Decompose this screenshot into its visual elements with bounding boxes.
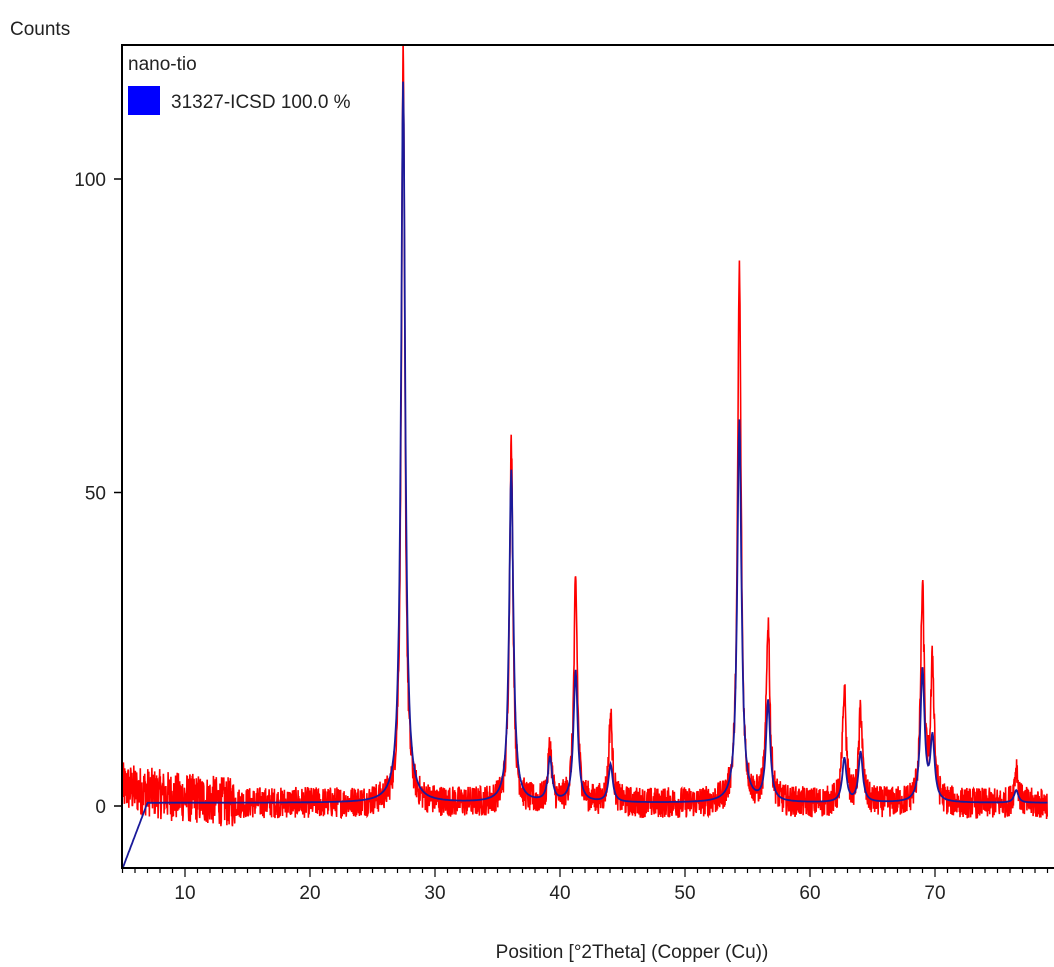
x-tick-label: 30 [424,883,445,904]
x-axis-label: Position [°2Theta] (Copper (Cu)) [496,942,769,963]
plot-frame [121,44,1054,869]
x-tick-label: 40 [549,883,570,904]
y-tick-label: 0 [95,797,106,818]
y-tick-label: 50 [85,484,106,505]
y-axis: 0 50 100 [74,170,122,818]
x-tick-label: 50 [674,883,695,904]
legend: nano-tio 31327-ICSD 100.0 % [128,54,351,115]
sample-label: nano-tio [128,54,197,75]
reference-fit-series [123,81,1048,867]
legend-swatch [128,86,160,115]
legend-series-label: 31327-ICSD 100.0 % [171,92,351,113]
x-tick-label: 10 [174,883,195,904]
x-tick-label: 20 [299,883,320,904]
y-axis-label: Counts [10,19,70,40]
x-tick-label: 60 [799,883,820,904]
x-tick-label: 70 [924,883,945,904]
y-tick-label: 100 [74,170,106,191]
plot-area [121,44,1054,869]
x-axis: 10 20 30 40 50 60 70 [121,868,1049,904]
reference-fit-trace [123,81,1048,867]
